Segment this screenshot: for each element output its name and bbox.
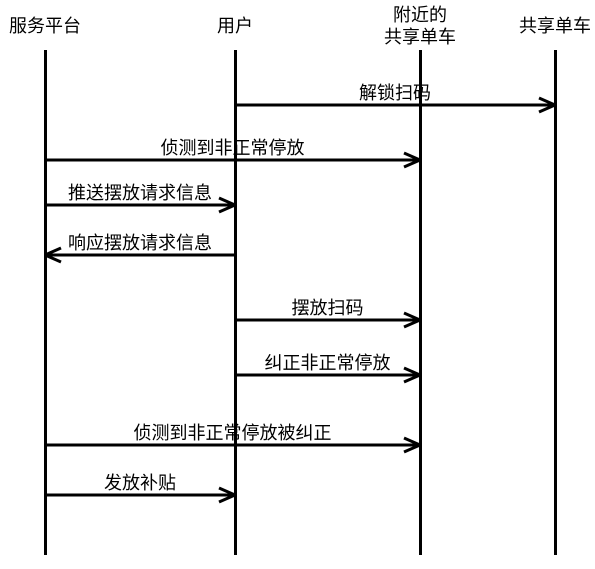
message-label-5: 纠正非正常停放 xyxy=(265,349,391,375)
participant-header-nearby: 附近的 共享单车 xyxy=(384,5,456,48)
arrows-layer xyxy=(0,0,595,569)
participant-header-bike: 共享单车 xyxy=(519,16,591,38)
participant-header-user: 用户 xyxy=(217,16,253,38)
message-label-4: 摆放扫码 xyxy=(292,294,364,320)
lifeline-platform xyxy=(44,50,47,555)
sequence-diagram: 服务平台 用户 附近的 共享单车 共享单车解锁扫码侦测到非正常停放推送摆放请求信息响应… xyxy=(0,0,595,569)
lifeline-user xyxy=(234,50,237,555)
participant-header-platform: 服务平台 xyxy=(9,16,81,38)
lifeline-bike xyxy=(554,50,557,555)
message-label-3: 响应摆放请求信息 xyxy=(68,229,212,255)
message-label-7: 发放补贴 xyxy=(104,469,176,495)
message-label-6: 侦测到非正常停放被纠正 xyxy=(134,419,332,445)
lifeline-nearby xyxy=(419,50,422,555)
message-label-0: 解锁扫码 xyxy=(359,79,431,105)
message-label-1: 侦测到非正常停放 xyxy=(161,134,305,160)
message-label-2: 推送摆放请求信息 xyxy=(68,179,212,205)
